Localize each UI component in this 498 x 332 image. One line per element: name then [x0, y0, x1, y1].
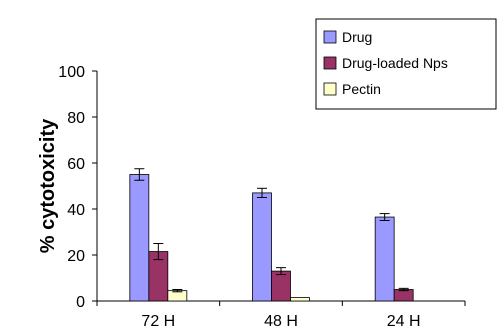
legend-box — [315, 18, 497, 110]
y-tick-label: 40 — [67, 202, 85, 219]
bar-drug-loaded-nps-2 — [271, 270, 291, 302]
x-tick-label: 72 H — [141, 313, 175, 330]
error-bar — [398, 287, 409, 292]
x-tick-label: 24 H — [387, 313, 421, 330]
legend-swatch — [323, 82, 337, 96]
legend: Drug Drug-loaded Nps Pectin — [315, 18, 497, 110]
error-bar — [257, 187, 267, 198]
legend-label: Drug — [342, 29, 372, 45]
legend-swatch — [323, 56, 337, 70]
legend-label: Drug-loaded Nps — [342, 55, 448, 71]
bar-drug-3 — [374, 216, 395, 302]
error-bar — [153, 243, 164, 261]
y-tick-label: 100 — [58, 64, 85, 81]
y-tick-label: 0 — [76, 294, 85, 311]
error-bar — [134, 168, 145, 181]
bar-drug-1 — [129, 174, 150, 302]
bar-drug-2 — [252, 192, 272, 302]
error-bar — [379, 213, 390, 221]
y-tick-label: 60 — [67, 156, 85, 173]
y-axis-label: % cytotoxicity — [37, 118, 59, 253]
legend-swatch — [323, 30, 337, 44]
error-bar — [172, 289, 183, 293]
bar-pectin-2 — [290, 297, 310, 302]
y-tick-label: 20 — [67, 248, 85, 265]
y-tick-label: 80 — [67, 110, 85, 127]
x-tick-label: 48 H — [264, 313, 298, 330]
legend-label: Pectin — [342, 81, 381, 97]
error-bar — [276, 267, 286, 276]
bar-drug-loaded-nps-3 — [393, 289, 414, 302]
